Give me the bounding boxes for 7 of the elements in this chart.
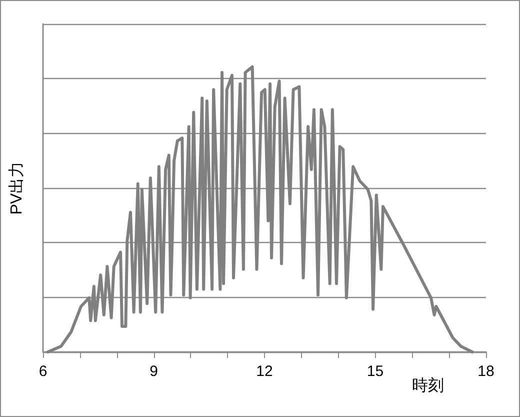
x-tick-label: 6 [38,363,48,380]
x-tick-label: 9 [150,363,158,380]
x-tick-label: 18 [478,363,494,380]
x-tick-label: 12 [256,363,273,380]
x-axis-title: 時刻 [412,376,444,394]
y-axis-title: PV出力 [8,161,26,215]
x-tick-label: 15 [366,363,384,380]
